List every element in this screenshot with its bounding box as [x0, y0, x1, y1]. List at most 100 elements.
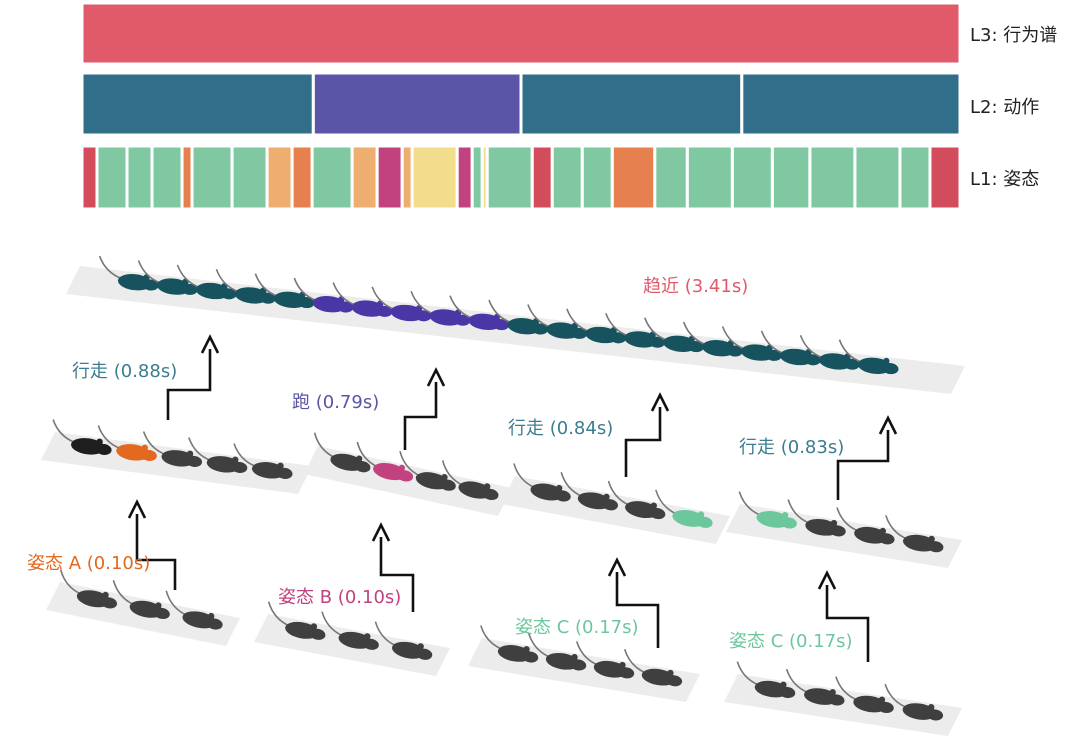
platform-pose-b-mouse-1-head [309, 628, 326, 640]
l1-segment-16 [470, 144, 484, 211]
platform-l3-mouse-18-head [804, 354, 821, 366]
platform-l3-mouse-10-head [493, 319, 510, 331]
arrow-walk-1-head [200, 334, 220, 354]
platform-l3-mouse-1 [98, 255, 159, 291]
approach-label: 趋近 (3.41s) [643, 276, 749, 297]
l3-segment-1 [80, 1, 962, 66]
platform-l3-mouse-11-head [532, 323, 549, 335]
l1-segment-30 [928, 144, 962, 211]
platform-pose-b-mouse-3-ear [417, 643, 424, 650]
platform-walk-3-mouse-2 [787, 499, 846, 537]
platform-l3-mouse-7-head [376, 305, 393, 317]
l1-segment-28 [853, 144, 902, 211]
platform-l3-mouse-5 [254, 273, 315, 309]
arrow-pose-a-line [135, 514, 177, 590]
platform-l3-mouse-6-head [337, 301, 354, 313]
platform-pose-c-1-mouse-1-head [522, 651, 539, 663]
pose-c-label-2: 姿态 C (0.17s) [729, 631, 853, 652]
arrow-pose-c-2-line [825, 585, 870, 662]
l1-segment-14 [410, 144, 459, 211]
platform-l3-mouse-3 [176, 264, 237, 300]
platform-pose-a-mouse-1 [59, 569, 118, 609]
platform-walk-2-mouse-1 [513, 463, 571, 502]
platform-run-mouse-2-ear [398, 464, 406, 472]
platform-run-mouse-1 [313, 432, 371, 473]
l1-segment-3 [125, 144, 154, 211]
platform-walk-3-mouse-4-head [927, 541, 944, 553]
platform-pose-a-mouse-2-head [153, 607, 170, 620]
platform-pose-a-mouse-3-head [206, 618, 223, 630]
platform-walk-1-mouse-5-head [276, 467, 293, 479]
arrow-pose-b-line [379, 537, 415, 612]
platform-pose-c-2-mouse-3 [835, 676, 894, 714]
platform-run-mouse-2-head [397, 470, 414, 482]
platform-walk-2-mouse-1-ear [555, 484, 563, 492]
platform-walk-3-mouse-3 [836, 507, 895, 545]
platform-pose-a-mouse-2 [112, 580, 170, 620]
arrow-pose-c-1-line [615, 572, 660, 648]
arrow-walk-1-line [166, 349, 212, 420]
platform-walk-3-mouse-2-ear [830, 519, 838, 527]
l1-segment-26 [770, 144, 812, 211]
mouse-sequence-platforms [41, 255, 965, 736]
platform-pose-c-1-mouse-1-ear [523, 646, 530, 653]
platform-l3-mouse-14 [605, 312, 665, 348]
platform-l3-mouse-12 [527, 304, 587, 339]
platform-l3-mouse-8 [371, 286, 432, 322]
platform-pose-a-mouse-1-head [101, 597, 118, 609]
arrow-pose-b-head [371, 522, 391, 542]
l1-segment-18 [485, 144, 534, 211]
level-label-l1: L1: 姿态 [970, 169, 1040, 190]
platform-walk-1-mouse-3-ear [186, 450, 194, 458]
platform-walk-1-mouse-5 [233, 443, 293, 479]
platform-walk-3-mouse-4 [885, 515, 944, 553]
platform-l3-mouse-12-head [571, 327, 587, 339]
arrow-walk-2-head [650, 392, 670, 412]
walk-label-2: 行走 (0.84s) [508, 418, 614, 439]
platform-l3 [66, 255, 965, 394]
arrow-pose-c-1-head [607, 557, 627, 577]
l1-segment-13 [400, 144, 414, 211]
platform-run-mouse-2 [356, 441, 414, 482]
platform-pose-b-mouse-1-ear [310, 623, 318, 630]
platform-walk-2-mouse-2-head [602, 499, 619, 511]
platform-pose-c-2-mouse-4 [884, 683, 944, 721]
l2-segment-4 [740, 71, 962, 137]
platform-pose-c-1-mouse-4-head [666, 675, 683, 687]
l1-segment-12 [375, 144, 404, 211]
pose-c-label-1: 姿态 C (0.17s) [515, 617, 639, 638]
platform-walk-2-mouse-3-head [649, 507, 666, 520]
platform-l3-mouse-18 [760, 330, 821, 366]
arrow-pose-c-1 [607, 557, 660, 648]
platform-walk-2 [501, 463, 730, 544]
platform-l3-mouse-15-head [687, 341, 704, 353]
platform-run-mouse-3 [399, 451, 456, 491]
platform-pose-c-1-mouse-3-ear [619, 661, 626, 669]
l1-segment-8 [265, 144, 294, 211]
platform-run-mouse-3-ear [441, 474, 448, 481]
platform-pose-c-2-mouse-2-ear [829, 689, 836, 696]
platform-walk-2-mouse-4-head [696, 516, 713, 528]
arrow-pose-a-head [127, 499, 147, 519]
platform-l3-mouse-9-head [454, 314, 471, 326]
platform-walk-3-mouse-1-ear [781, 512, 789, 519]
platform-run-mouse-1-ear [355, 455, 363, 462]
platform-pose-a-mouse-1-ear [102, 591, 109, 599]
platform-walk-1-mouse-1-head [95, 443, 112, 455]
l2-segment-3 [519, 71, 744, 137]
platform-run-mouse-1-head [354, 461, 371, 473]
platform-walk-1-mouse-2 [97, 425, 157, 461]
platform-pose-c-1-mouse-3 [575, 641, 635, 679]
hierarchy-arrows [127, 334, 898, 662]
arrow-walk-2 [624, 392, 670, 477]
platform-walk-3 [726, 491, 962, 568]
level-label-l3: L3: 行为谱 [970, 25, 1058, 46]
platform-walk-3-mouse-3-ear [879, 527, 886, 535]
platform-pose-c-2-mouse-1-ear [780, 681, 787, 689]
walk-label-3: 行走 (0.83s) [739, 437, 845, 458]
platform-walk-1-mouse-1 [52, 419, 112, 455]
platform-pose-b-mouse-3-head [416, 648, 433, 660]
platform-pose-c-2-mouse-1 [736, 661, 796, 699]
platform-walk-1-mouse-2-head [140, 449, 157, 461]
